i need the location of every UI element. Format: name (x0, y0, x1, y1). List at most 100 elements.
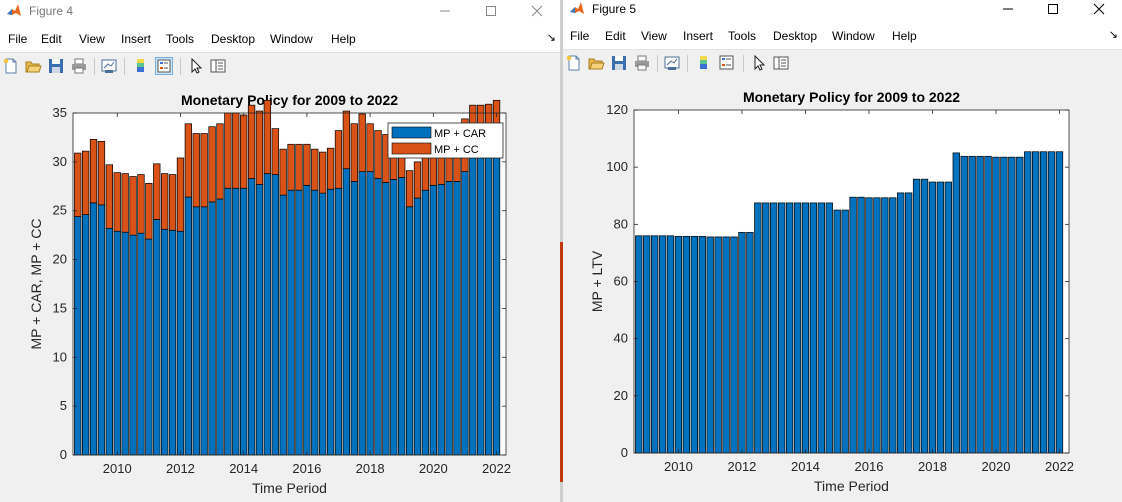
new-file-icon[interactable] (565, 54, 583, 72)
bar (1024, 151, 1032, 454)
bar-mp-cc (358, 113, 366, 172)
bar-mp-car (161, 228, 169, 456)
legend-swatch-mp-car (391, 126, 432, 139)
bar-mp-car (287, 189, 295, 456)
menu-insert[interactable]: Insert (121, 32, 152, 46)
bar (1000, 156, 1008, 454)
bar-mp-cc (350, 123, 358, 182)
bar-mp-car (232, 187, 240, 456)
menu-window[interactable]: Window (270, 32, 313, 46)
property-inspector-icon[interactable] (772, 54, 790, 72)
bar-mp-car (374, 178, 382, 456)
menu-file[interactable]: File (8, 32, 28, 46)
menu-window[interactable]: Window (832, 29, 875, 43)
maximize-icon (1048, 3, 1058, 14)
bar (984, 155, 992, 454)
bar (666, 235, 675, 454)
pointer-icon[interactable] (187, 57, 205, 75)
bar-mp-car (271, 174, 279, 456)
bar (1008, 156, 1016, 454)
bar-mp-car (176, 230, 185, 456)
bar (928, 181, 937, 454)
x-tick-label: 2018 (918, 459, 947, 474)
colorbar-icon[interactable] (132, 57, 150, 75)
menu-file[interactable]: File (570, 29, 590, 43)
maximize-button[interactable] (468, 0, 514, 22)
maximize-button[interactable] (1030, 0, 1076, 17)
bar-mp-cc (271, 128, 279, 175)
bar-mp-cc (113, 172, 121, 232)
bar (936, 181, 945, 454)
y-axis: 0 20 40 60 80 100 120 (606, 102, 1069, 460)
link-plot-icon[interactable] (100, 57, 118, 75)
bar-mp-car (137, 232, 145, 456)
matlab-icon (6, 3, 22, 19)
menu-help[interactable]: Help (892, 29, 917, 43)
menu-desktop[interactable]: Desktop (773, 29, 818, 43)
toolbar-separator (743, 55, 744, 72)
legend-icon[interactable] (718, 54, 736, 72)
open-folder-icon[interactable] (24, 57, 42, 75)
bar (944, 181, 952, 454)
bar (722, 236, 730, 454)
title-bar: Figure 5 (563, 0, 1122, 17)
menu-desktop[interactable]: Desktop (211, 32, 256, 46)
new-file-icon[interactable] (2, 57, 20, 75)
menu-view[interactable]: View (641, 29, 667, 43)
minimize-button[interactable] (422, 0, 468, 22)
bar (762, 202, 770, 454)
bar (968, 155, 976, 454)
menu-edit[interactable]: Edit (605, 29, 626, 43)
bar-mp-car (168, 229, 177, 456)
menu-edit[interactable]: Edit (41, 32, 62, 46)
bar (1039, 151, 1048, 454)
minimize-button[interactable] (985, 0, 1031, 17)
x-tick-label: 2012 (166, 461, 195, 476)
y-axis-label: MP + CAR, MP + CC (28, 219, 44, 350)
bar-mp-cc (200, 133, 208, 208)
bar-mp-car (89, 202, 98, 456)
legend[interactable]: MP + CAR MP + CC (387, 122, 504, 159)
legend-icon[interactable] (155, 57, 173, 75)
bar (754, 202, 762, 454)
bar-mp-car (153, 219, 161, 456)
menu-view[interactable]: View (79, 32, 105, 46)
print-icon[interactable] (633, 54, 651, 72)
bar-mp-cc (311, 148, 319, 191)
minimize-icon (440, 10, 450, 12)
save-icon[interactable] (47, 57, 65, 75)
bar-mp-car (240, 187, 248, 456)
save-icon[interactable] (610, 54, 628, 72)
bar (738, 231, 746, 454)
chart-figure-5: Monetary Policy for 2009 to 2022 Time Pe… (589, 89, 1074, 494)
window-title: Figure 5 (592, 2, 637, 16)
x-tick-label: 2012 (727, 459, 756, 474)
y-tick-label: 20 (614, 388, 628, 403)
close-button[interactable] (514, 0, 560, 22)
bar (714, 236, 722, 454)
print-icon[interactable] (70, 57, 88, 75)
link-plot-icon[interactable] (663, 54, 681, 72)
chart-title: Monetary Policy for 2009 to 2022 (743, 89, 960, 105)
y-tick-label: 5 (60, 398, 67, 413)
open-folder-icon[interactable] (587, 54, 605, 72)
bar-mp-car (192, 206, 200, 456)
bar-mp-cc (279, 148, 287, 196)
bar (952, 152, 960, 454)
menu-tools[interactable]: Tools (166, 32, 195, 46)
dock-arrow-icon[interactable]: ↘ (546, 32, 556, 44)
menu-tools[interactable]: Tools (728, 29, 757, 43)
menu-help[interactable]: Help (331, 32, 356, 46)
dock-arrow-icon[interactable]: ↘ (1108, 29, 1118, 41)
pointer-icon[interactable] (750, 54, 768, 72)
bar-mp-car (105, 227, 114, 456)
bar-mp-cc (240, 114, 248, 189)
bar-mp-cc (374, 130, 382, 179)
bar-mp-car (405, 206, 414, 456)
menu-insert[interactable]: Insert (683, 29, 714, 43)
close-button[interactable] (1076, 0, 1122, 17)
chart-figure-4: Monetary Policy for 2009 to 2022 Time Pe… (28, 92, 511, 496)
property-inspector-icon[interactable] (209, 57, 227, 75)
bar (873, 197, 881, 454)
colorbar-icon[interactable] (695, 54, 713, 72)
